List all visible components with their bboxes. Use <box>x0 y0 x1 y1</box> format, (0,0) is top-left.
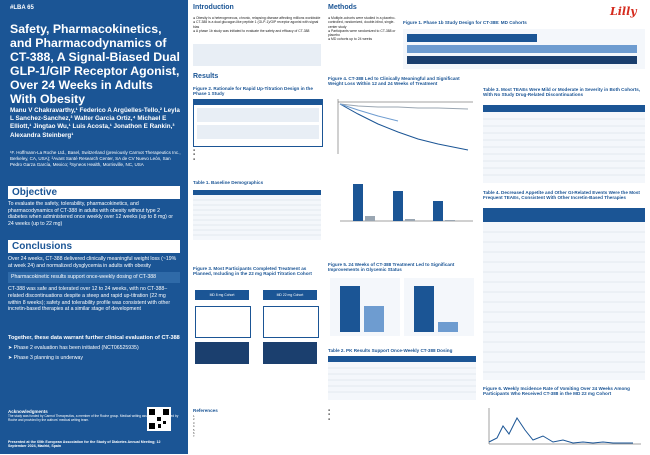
acknowledgments-text: The study was funded by Carmot Therapeut… <box>8 414 179 422</box>
table3-grid <box>483 105 645 183</box>
introduction-bullets: ● Obesity is a heterogeneous, chronic, r… <box>193 16 321 33</box>
acknowledgments-heading: Acknowledgments <box>8 409 48 414</box>
cohort-box-22mg: MD 22 mg Cohort <box>263 290 317 300</box>
fig4-title: Figure 4. CT-388 Led to Clinically Meani… <box>328 76 460 87</box>
fig5-panel <box>328 276 476 340</box>
table2-title: Table 2. PK Results Support Once-Weekly … <box>328 348 453 353</box>
flow-box <box>263 342 317 364</box>
fig4-bars <box>340 184 473 222</box>
fig4-bar-chart <box>328 166 476 226</box>
intro-bullet: ● Obesity is a heterogeneous, chronic, r… <box>193 16 321 20</box>
intro-bullet: ● A phase 1b study was initiated to eval… <box>193 28 310 33</box>
authors: Manu V Chakravarthy,¹ Federico A Argüell… <box>10 107 180 139</box>
introduction-heading: Introduction <box>193 4 234 11</box>
table3 <box>483 105 645 183</box>
fig4-plot <box>337 99 473 154</box>
table2 <box>328 356 476 400</box>
objective-text: To evaluate the safety, tolerability, ph… <box>8 201 173 228</box>
table2-grid <box>328 356 476 400</box>
flow-box <box>195 306 251 338</box>
table1 <box>193 190 321 240</box>
poster-title: Safety, Pharmacokinetics, and Pharmacody… <box>10 22 180 106</box>
references-heading: References <box>193 408 218 413</box>
table4 <box>483 208 645 380</box>
conclusions-body: Over 24 weeks, CT-388 delivered clinical… <box>8 256 180 316</box>
pk-bullets: ● ● ● <box>328 408 332 421</box>
presented-at: Presented at the 60th European Associati… <box>8 440 161 448</box>
intro-graphic <box>193 44 321 66</box>
poster-id: #LBA 65 <box>10 5 34 11</box>
flow-box <box>263 306 319 338</box>
qr-code-icon[interactable] <box>147 407 171 431</box>
fig1-title: Figure 1. Phase 1b Study Design for CT-3… <box>403 20 527 25</box>
table4-grid <box>483 208 645 380</box>
conclusion-item: Over 24 weeks, CT-388 delivered clinical… <box>8 256 177 269</box>
fig2-title: Figure 2. Rationale for Rapid Up-Titrati… <box>193 86 313 97</box>
phase-item: ➤ Phase 3 planning is underway <box>8 354 84 361</box>
objective-heading: Objective <box>8 186 180 199</box>
fig2-panel <box>193 99 323 147</box>
column-4: Lilly Figure 1. Phase 1b Study Design fo… <box>403 0 647 454</box>
fig5-title: Figure 5. 24 Weeks of CT-388 Treatment L… <box>328 262 455 273</box>
fig6-plot <box>483 404 645 450</box>
results-heading: Results <box>193 73 219 80</box>
methods-bullet: ● Multiple-cohorts were studied in a pla… <box>328 16 396 29</box>
conclusions-heading: Conclusions <box>8 240 180 253</box>
column-2: Introduction ● Obesity is a heterogeneou… <box>193 0 323 454</box>
acknowledgments: Acknowledgments The study was funded by … <box>8 409 180 422</box>
fig3-title: Figure 3. Most Participants Completed Tr… <box>193 266 312 277</box>
table4-title: Table 4. Decreased Appetite and Other GI… <box>483 190 640 201</box>
fig1-diagram <box>403 29 645 69</box>
table1-title: Table 1. Baseline Demographics <box>193 180 264 185</box>
fig6-chart <box>483 404 645 450</box>
phase-item: ➤ Phase 2 evaluation has been initiated … <box>8 345 139 351</box>
fig1-study-design <box>403 29 645 69</box>
methods-bullet: ● Participants were randomized to CT-388… <box>328 28 396 38</box>
results-bullets: ● ● ● <box>193 148 197 161</box>
flow-box <box>195 342 249 364</box>
cohort-box-8mg: MD 8 mg Cohort <box>195 290 249 300</box>
conclusion-item: Pharmacokinetic results support once-wee… <box>8 272 180 284</box>
column-3: Methods ● Multiple-cohorts were studied … <box>328 0 478 454</box>
methods-bullet: ● MD cohorts up to 24 weeks <box>328 37 373 42</box>
fig4-line-chart <box>328 94 476 160</box>
affiliations: ¹F. Hoffmann-La Roche Ltd., Basel, Switz… <box>10 150 181 167</box>
table1-grid <box>193 190 321 240</box>
conclusion-item: CT-388 was safe and tolerated over 12 to… <box>8 286 171 313</box>
fig5-bars <box>330 278 474 336</box>
table3-title: Table 3. Most TEAEs Were Mild or Moderat… <box>483 87 641 98</box>
intro-bullet: ● CT-388 is a dual glucagon-like peptide… <box>193 20 319 29</box>
further-evaluation: Together, these data warrant further cli… <box>8 335 180 341</box>
fig3-flowchart: MD 8 mg Cohort MD 22 mg Cohort <box>193 290 321 380</box>
fig6-title: Figure 6. Weekly Incidence Rate of Vomit… <box>483 386 630 397</box>
methods-heading: Methods <box>328 4 357 11</box>
lilly-logo: Lilly <box>610 5 637 18</box>
methods-bullets: ● Multiple-cohorts were studied in a pla… <box>328 16 396 42</box>
phase-list: ➤ Phase 2 evaluation has been initiated … <box>8 345 180 364</box>
title-column: #LBA 65 Safety, Pharmacokinetics, and Ph… <box>0 0 188 454</box>
references-list: 1. 2. 3. 4. 5. 6. 7. <box>193 415 197 439</box>
